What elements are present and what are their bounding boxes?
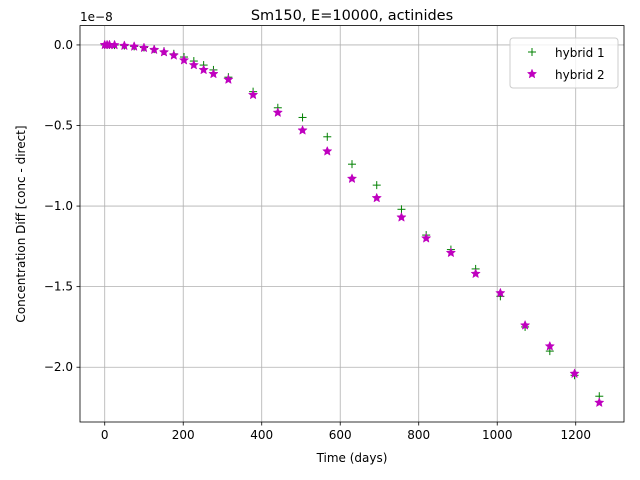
x-tick-label: 800 bbox=[407, 428, 430, 442]
y-tick-label: −1.5 bbox=[44, 280, 73, 294]
data-point bbox=[569, 368, 580, 379]
data-point bbox=[470, 268, 481, 279]
data-point bbox=[168, 49, 179, 60]
legend-box bbox=[509, 37, 619, 89]
data-points bbox=[99, 39, 605, 408]
x-tick-label: 1200 bbox=[560, 428, 591, 442]
data-point bbox=[158, 46, 170, 57]
data-point bbox=[322, 145, 333, 156]
data-point bbox=[297, 124, 308, 135]
x-axis-label: Time (days) bbox=[316, 451, 388, 465]
data-point bbox=[421, 232, 432, 243]
y-axis-ticks: 0.0 −0.5 −1.0 −1.5 −2.0 bbox=[44, 38, 80, 374]
legend-marker-symbol bbox=[528, 48, 536, 56]
grid bbox=[80, 25, 624, 422]
data-point bbox=[119, 40, 130, 51]
plot-frame bbox=[79, 25, 625, 423]
data-point bbox=[445, 247, 457, 258]
x-tick-label: 200 bbox=[172, 428, 195, 442]
y-offset-label: 1e−8 bbox=[80, 10, 113, 24]
data-point bbox=[298, 113, 307, 122]
data-point bbox=[247, 89, 259, 100]
data-point bbox=[544, 340, 555, 351]
data-point bbox=[198, 64, 209, 75]
legend-marker-hybrid-2 bbox=[526, 68, 538, 79]
series-hybrid-2 bbox=[99, 39, 605, 408]
data-point bbox=[346, 173, 358, 184]
y-tick-label: 0.0 bbox=[54, 38, 73, 52]
data-point bbox=[519, 319, 531, 330]
data-point bbox=[128, 41, 140, 51]
y-tick-label: −0.5 bbox=[44, 119, 73, 133]
legend-marker-symbol bbox=[526, 68, 538, 79]
data-point bbox=[348, 160, 356, 169]
y-tick-label: −1.0 bbox=[44, 199, 73, 213]
y-tick-label: −2.0 bbox=[44, 360, 73, 374]
data-point bbox=[109, 39, 120, 50]
data-point bbox=[178, 54, 190, 65]
legend-label-hybrid-1: hybrid 1 bbox=[555, 46, 605, 60]
data-point bbox=[223, 74, 234, 84]
chart-title: Sm150, E=10000, actinides bbox=[251, 8, 453, 24]
x-tick-label: 600 bbox=[329, 428, 352, 442]
data-point bbox=[372, 181, 381, 190]
y-axis-label: Concentration Diff [conc - direct] bbox=[14, 125, 28, 322]
data-point bbox=[594, 397, 605, 408]
data-point bbox=[495, 287, 506, 298]
data-point bbox=[188, 59, 200, 70]
data-point bbox=[396, 211, 407, 222]
data-point bbox=[208, 68, 219, 79]
x-tick-label: 400 bbox=[250, 428, 273, 442]
legend-label-hybrid-2: hybrid 2 bbox=[555, 68, 605, 82]
legend: hybrid 1 hybrid 2 bbox=[509, 37, 619, 89]
data-point bbox=[371, 192, 382, 203]
x-tick-label: 0 bbox=[101, 428, 109, 442]
legend-marker-hybrid-1 bbox=[528, 48, 536, 56]
data-point bbox=[149, 44, 160, 55]
data-point bbox=[272, 107, 283, 118]
data-point bbox=[323, 132, 332, 141]
data-point bbox=[138, 42, 150, 53]
x-tick-label: 1000 bbox=[482, 428, 513, 442]
x-axis-ticks: 0 200 400 600 800 1000 1200 bbox=[101, 422, 591, 442]
